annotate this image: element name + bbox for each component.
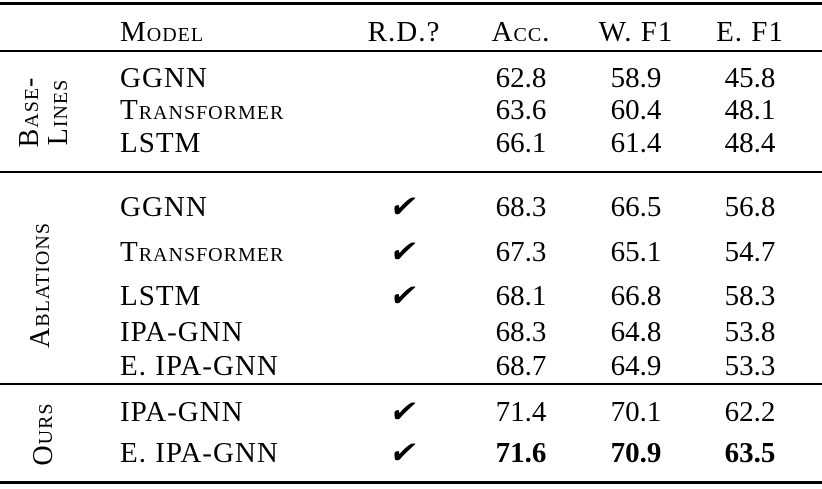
table-row: Transformer ✔ 67.3 65.1 54.7 [0,234,822,270]
ef1-value: 48.4 [724,127,776,159]
acc-value: 66.1 [495,127,547,159]
table-row: GGNN 62.8 58.9 45.8 [0,61,822,95]
model-name: IPA-GNN [120,396,244,428]
table-row: IPA-GNN 68.3 64.8 53.8 [0,315,822,349]
rd-cell: ✔ [344,189,464,225]
wf1-value: 64.9 [610,350,662,382]
ef1-value: 45.8 [724,62,776,94]
model-name: E. IPA-GNN [120,437,279,469]
acc-value: 71.6 [495,437,547,469]
rd-cell: ✔ [344,435,464,471]
wf1-value: 66.8 [610,280,662,312]
wf1-value: 66.5 [610,191,662,223]
checkmark-icon: ✔ [387,435,421,471]
acc-value: 63.6 [495,94,547,126]
ef1-value: 54.7 [724,236,776,268]
ef1-value: 62.2 [724,396,776,428]
table-rule-header [0,50,822,52]
acc-value: 71.4 [495,396,547,428]
checkmark-icon: ✔ [387,234,421,270]
acc-value: 67.3 [495,236,547,268]
ef1-value: 56.8 [724,191,776,223]
wf1-value: 64.8 [610,316,662,348]
model-name: Transformer [120,236,285,268]
section-label-line: Ablations [24,222,56,348]
table-row: E. IPA-GNN ✔ 71.6 70.9 63.5 [0,435,822,471]
table-row: LSTM ✔ 68.1 66.8 58.3 [0,278,822,314]
ef1-value: 48.1 [724,94,776,126]
checkmark-icon: ✔ [387,394,421,430]
model-name: GGNN [120,62,208,94]
ef1-value: 53.3 [724,350,776,382]
header-row: Model R.D.? Acc. W. F1 E. F1 [0,15,822,49]
wf1-value: 61.4 [610,127,662,159]
header-ef1: E. F1 [716,16,784,48]
model-name: LSTM [120,280,202,312]
header-model: Model [120,16,205,48]
wf1-value: 70.9 [610,437,662,469]
section-label-baselines: Base- Lines [14,57,74,167]
table-rule-after-ablations [0,383,822,385]
section-label-line: Lines [43,78,74,146]
ef1-value: 58.3 [724,280,776,312]
wf1-value: 58.9 [610,62,662,94]
table-row: Transformer 63.6 60.4 48.1 [0,93,822,127]
wf1-value: 70.1 [610,396,662,428]
model-name: E. IPA-GNN [120,350,279,382]
model-name: Transformer [120,94,285,126]
checkmark-icon: ✔ [387,278,421,314]
acc-value: 68.7 [495,350,547,382]
acc-value: 62.8 [495,62,547,94]
wf1-value: 60.4 [610,94,662,126]
model-name: GGNN [120,191,208,223]
wf1-value: 65.1 [610,236,662,268]
model-name: IPA-GNN [120,316,244,348]
acc-value: 68.3 [495,316,547,348]
acc-value: 68.3 [495,191,547,223]
section-label-line: Ours [27,402,59,466]
table-rule-top [0,2,822,5]
table-rule-bottom [0,481,822,484]
header-rd: R.D.? [367,16,441,48]
section-label-line: Base- [14,76,45,148]
header-acc: Acc. [491,16,551,48]
model-name: LSTM [120,127,202,159]
section-label-ours: Ours [26,379,60,489]
ef1-value: 63.5 [724,437,776,469]
table-row: GGNN ✔ 68.3 66.5 56.8 [0,189,822,225]
table-row: LSTM 66.1 61.4 48.4 [0,126,822,160]
table-row: IPA-GNN ✔ 71.4 70.1 62.2 [0,394,822,430]
section-label-ablations: Ablations [23,190,57,380]
rd-cell: ✔ [344,234,464,270]
rd-cell: ✔ [344,394,464,430]
table-rule-after-baselines [0,171,822,173]
rd-cell: ✔ [344,278,464,314]
acc-value: 68.1 [495,280,547,312]
table-row: E. IPA-GNN 68.7 64.9 53.3 [0,349,822,383]
header-wf1: W. F1 [598,16,674,48]
checkmark-icon: ✔ [387,189,421,225]
ef1-value: 53.8 [724,316,776,348]
